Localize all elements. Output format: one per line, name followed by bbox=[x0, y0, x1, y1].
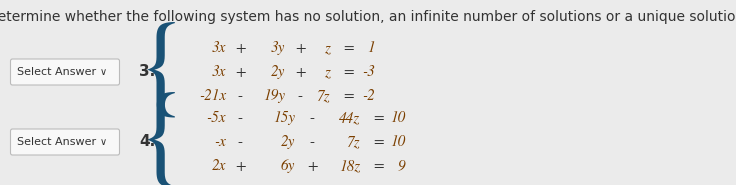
Text: 18z: 18z bbox=[339, 159, 360, 173]
Text: -: - bbox=[297, 89, 302, 103]
Text: =: = bbox=[343, 89, 353, 103]
Text: +: + bbox=[235, 41, 245, 55]
Text: 4.: 4. bbox=[139, 134, 155, 149]
Text: -: - bbox=[238, 89, 243, 103]
Text: -: - bbox=[238, 111, 243, 125]
Text: ∨: ∨ bbox=[99, 137, 107, 147]
Text: 3.: 3. bbox=[139, 65, 155, 80]
FancyBboxPatch shape bbox=[10, 129, 119, 155]
Text: +: + bbox=[294, 41, 305, 55]
Text: Select Answer: Select Answer bbox=[18, 137, 96, 147]
Text: =: = bbox=[372, 111, 383, 125]
Text: z: z bbox=[324, 65, 330, 79]
Text: Select Answer: Select Answer bbox=[18, 67, 96, 77]
Text: -5x: -5x bbox=[207, 111, 226, 125]
Text: =: = bbox=[343, 65, 353, 79]
Text: =: = bbox=[372, 135, 383, 149]
Text: Determine whether the following system has no solution, an infinite number of so: Determine whether the following system h… bbox=[0, 10, 736, 24]
Text: =: = bbox=[343, 41, 353, 55]
Text: +: + bbox=[307, 159, 317, 173]
Text: {: { bbox=[136, 22, 190, 122]
Text: -x: -x bbox=[214, 135, 226, 149]
Text: 2y: 2y bbox=[271, 65, 285, 79]
Text: 2x: 2x bbox=[212, 159, 226, 173]
Text: 10: 10 bbox=[390, 135, 405, 149]
Text: 2y: 2y bbox=[280, 135, 295, 149]
Text: -21x: -21x bbox=[199, 89, 226, 103]
FancyBboxPatch shape bbox=[10, 59, 119, 85]
Text: 6y: 6y bbox=[280, 159, 295, 173]
Text: 1: 1 bbox=[367, 41, 375, 55]
Text: -: - bbox=[238, 135, 243, 149]
Text: -2: -2 bbox=[362, 89, 375, 103]
Text: =: = bbox=[372, 159, 383, 173]
Text: 10: 10 bbox=[390, 111, 405, 125]
Text: 44z: 44z bbox=[339, 111, 360, 125]
Text: -3: -3 bbox=[362, 65, 375, 79]
Text: +: + bbox=[294, 65, 305, 79]
Text: 7z: 7z bbox=[347, 135, 360, 149]
Text: z: z bbox=[324, 41, 330, 55]
Text: 19y: 19y bbox=[263, 89, 285, 103]
Text: ∨: ∨ bbox=[99, 67, 107, 77]
Text: 3x: 3x bbox=[212, 41, 226, 55]
Text: {: { bbox=[136, 92, 190, 185]
Text: +: + bbox=[235, 159, 245, 173]
Text: 15y: 15y bbox=[273, 111, 295, 125]
Text: -: - bbox=[309, 135, 314, 149]
Text: 3x: 3x bbox=[212, 65, 226, 79]
Text: 7z: 7z bbox=[316, 89, 330, 103]
Text: -: - bbox=[309, 111, 314, 125]
Text: 3y: 3y bbox=[271, 41, 285, 55]
Text: 9: 9 bbox=[397, 159, 405, 173]
Text: +: + bbox=[235, 65, 245, 79]
